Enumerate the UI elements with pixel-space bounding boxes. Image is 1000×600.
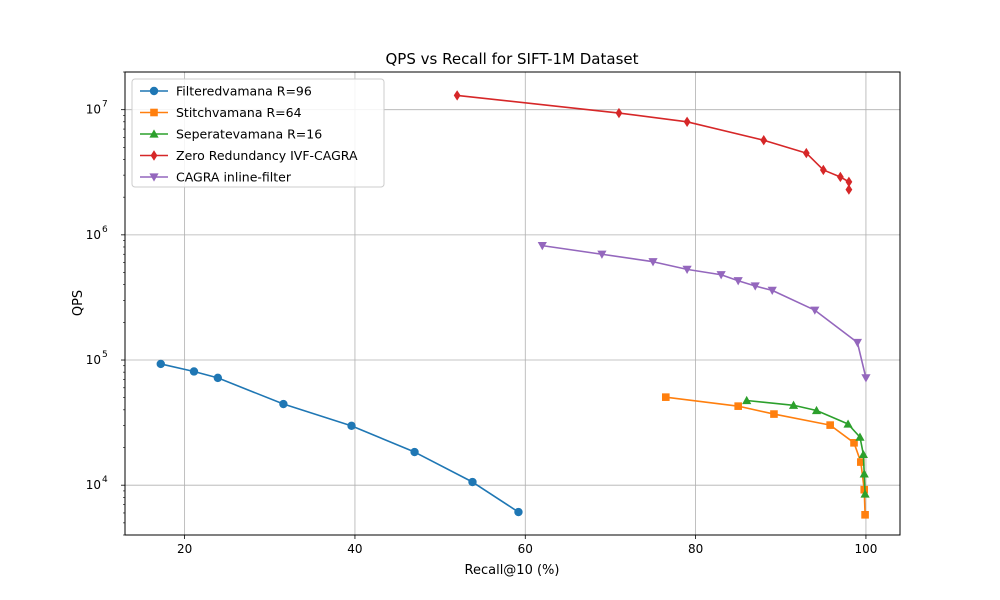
y-tick-label: 10 [86,478,101,492]
series-zero-redundancy-ivf-cagra [453,90,853,195]
legend-box [131,78,385,188]
series-line-stitchvamana-r-64 [665,396,866,515]
data-point-zero-redundancy-ivf-cagra [683,116,691,128]
data-point-seperatevamana-r-16 [859,469,869,478]
legend-marker [150,150,158,161]
legend-label: CAGRA inline-filter [176,170,292,185]
chart-title: QPS vs Recall for SIFT-1M Dataset [385,50,638,68]
series-layer [156,90,871,519]
series-seperatevamana-r-16 [742,395,870,498]
data-point-stitchvamana-r-64 [826,421,834,429]
data-point-cagra-inline-filter [810,306,820,315]
x-tick-label: 60 [518,542,533,556]
data-point-cagra-inline-filter [733,277,743,286]
series-cagra-inline-filter [537,242,871,383]
data-point-cagra-inline-filter [852,338,863,348]
y-tick-base: 10 [86,228,101,242]
data-point-zero-redundancy-ivf-cagra [845,176,853,188]
legend-label: Zero Redundancy IVF-CAGRA [176,148,358,163]
data-point-filteredvamana-r-96 [189,367,199,376]
legend-marker [149,129,159,138]
data-point-cagra-inline-filter [537,242,547,251]
data-point-seperatevamana-r-16 [860,489,870,498]
data-point-cagra-inline-filter [648,258,658,267]
x-tick-label: 80 [688,542,703,556]
legend-marker [150,108,158,117]
data-point-zero-redundancy-ivf-cagra [453,90,461,101]
x-tick-label: 20 [177,542,192,556]
data-point-zero-redundancy-ivf-cagra [836,171,844,183]
legend-label: Seperatevamana R=16 [176,127,322,142]
y-tick-base: 10 [86,103,101,117]
y-tick-exponent: 5 [102,350,108,360]
data-point-seperatevamana-r-16 [811,405,822,415]
data-point-cagra-inline-filter [597,250,607,259]
series-stitchvamana-r-64 [661,393,869,519]
legend-label: Stitchvamana R=64 [176,105,302,120]
x-axis: 20 40 60 80 100 [177,535,877,556]
data-point-cagra-inline-filter [767,286,777,295]
data-point-seperatevamana-r-16 [843,419,853,428]
data-point-filteredvamana-r-96 [347,421,356,431]
y-tick-exponent: 4 [102,475,108,485]
y-tick-exponent: 7 [102,100,108,110]
data-point-cagra-inline-filter [682,265,692,274]
data-point-zero-redundancy-ivf-cagra [615,107,623,119]
data-point-cagra-inline-filter [716,271,726,280]
data-point-seperatevamana-r-16 [855,432,865,441]
series-line-seperatevamana-r-16 [746,399,866,495]
y-axis-label: QPS [71,290,86,316]
y-tick-base: 10 [86,353,101,367]
y-tick-exponent: 6 [102,225,108,235]
data-point-stitchvamana-r-64 [770,410,778,418]
data-point-stitchvamana-r-64 [857,458,865,466]
data-point-filteredvamana-r-96 [410,447,419,457]
legend-marker [149,173,159,182]
y-tick-base: 10 [86,478,101,492]
data-point-filteredvamana-r-96 [156,359,165,369]
data-point-filteredvamana-r-96 [213,373,223,383]
data-point-stitchvamana-r-64 [734,402,742,410]
data-point-stitchvamana-r-64 [661,393,670,401]
series-line-filteredvamana-r-96 [160,363,519,513]
legend-item: Filteredvamana R=96 [140,84,312,99]
legend-item: Seperatevamana R=16 [140,127,322,142]
legend-item: CAGRA inline-filter [140,170,292,185]
x-tick-label: 40 [347,542,362,556]
y-tick-label: 10 [86,353,101,367]
legend-marker [149,86,159,96]
data-point-stitchvamana-r-64 [850,439,858,447]
x-axis-label: Recall@10 (%) [465,563,560,578]
data-point-seperatevamana-r-16 [788,400,799,409]
y-tick-label: 10 [86,103,101,117]
y-tick-label: 10 [86,228,101,242]
data-point-zero-redundancy-ivf-cagra [760,135,768,146]
data-point-cagra-inline-filter [750,282,760,291]
data-point-stitchvamana-r-64 [861,511,869,519]
data-point-zero-redundancy-ivf-cagra [819,164,827,176]
x-tick-label: 100 [854,542,877,556]
data-point-filteredvamana-r-96 [514,507,523,517]
data-point-filteredvamana-r-96 [468,477,477,487]
data-point-filteredvamana-r-96 [279,399,288,409]
legend: Filteredvamana R=96 Stitchvamana R=64 Sepe… [131,78,385,188]
legend-item: Zero Redundancy IVF-CAGRA [140,148,358,163]
data-point-cagra-inline-filter [861,374,871,383]
plot-frame [124,71,901,536]
legend-item: Stitchvamana R=64 [140,105,302,120]
data-point-seperatevamana-r-16 [742,395,752,405]
series-filteredvamana-r-96 [156,359,523,517]
data-point-seperatevamana-r-16 [858,449,868,459]
series-line-cagra-inline-filter [542,244,867,379]
legend-label: Filteredvamana R=96 [176,84,312,99]
data-point-zero-redundancy-ivf-cagra [802,147,810,159]
data-point-zero-redundancy-ivf-cagra [845,184,853,195]
